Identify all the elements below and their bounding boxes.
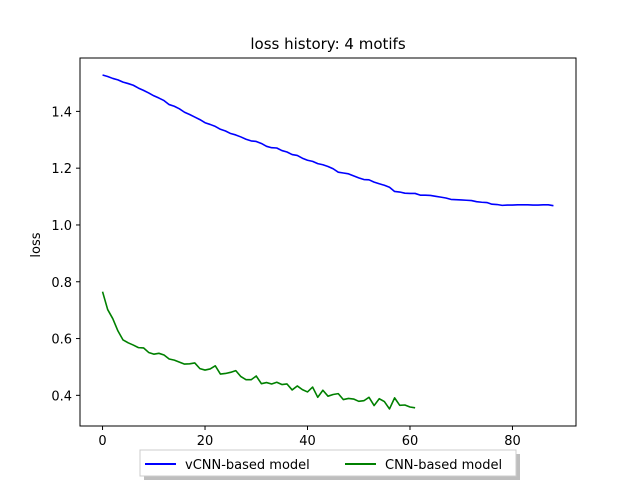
x-tick-label: 80: [504, 434, 521, 449]
legend-label-cnn: CNN-based model: [385, 458, 502, 473]
x-tick-label: 20: [197, 434, 214, 449]
legend-label-vcnn: vCNN-based model: [185, 458, 310, 473]
legend-box: [139, 449, 517, 477]
x-tick-label: 40: [299, 434, 316, 449]
x-tick-label: 0: [98, 434, 106, 449]
y-tick-label: 1.0: [51, 219, 72, 234]
series-line-cnn: [101, 291, 416, 410]
y-axis-label: loss: [29, 232, 44, 257]
y-tick-label: 0.4: [51, 389, 72, 404]
plot-area: 0 20 40 60 80 0.4 0.6 0.8 1.0 1.2 1.4: [51, 57, 577, 449]
y-tick-label: 0.8: [51, 276, 72, 291]
y-tick-label: 1.4: [51, 105, 72, 120]
x-tick-label: 60: [402, 434, 419, 449]
chart-title: loss history: 4 motifs: [250, 35, 405, 53]
axes-frame: [79, 57, 577, 427]
series-line-vcnn: [102, 74, 554, 207]
legend[interactable]: vCNN-based model CNN-based model: [139, 449, 520, 480]
y-tick-label: 0.6: [51, 333, 72, 348]
y-tick-label: 1.2: [51, 162, 72, 177]
